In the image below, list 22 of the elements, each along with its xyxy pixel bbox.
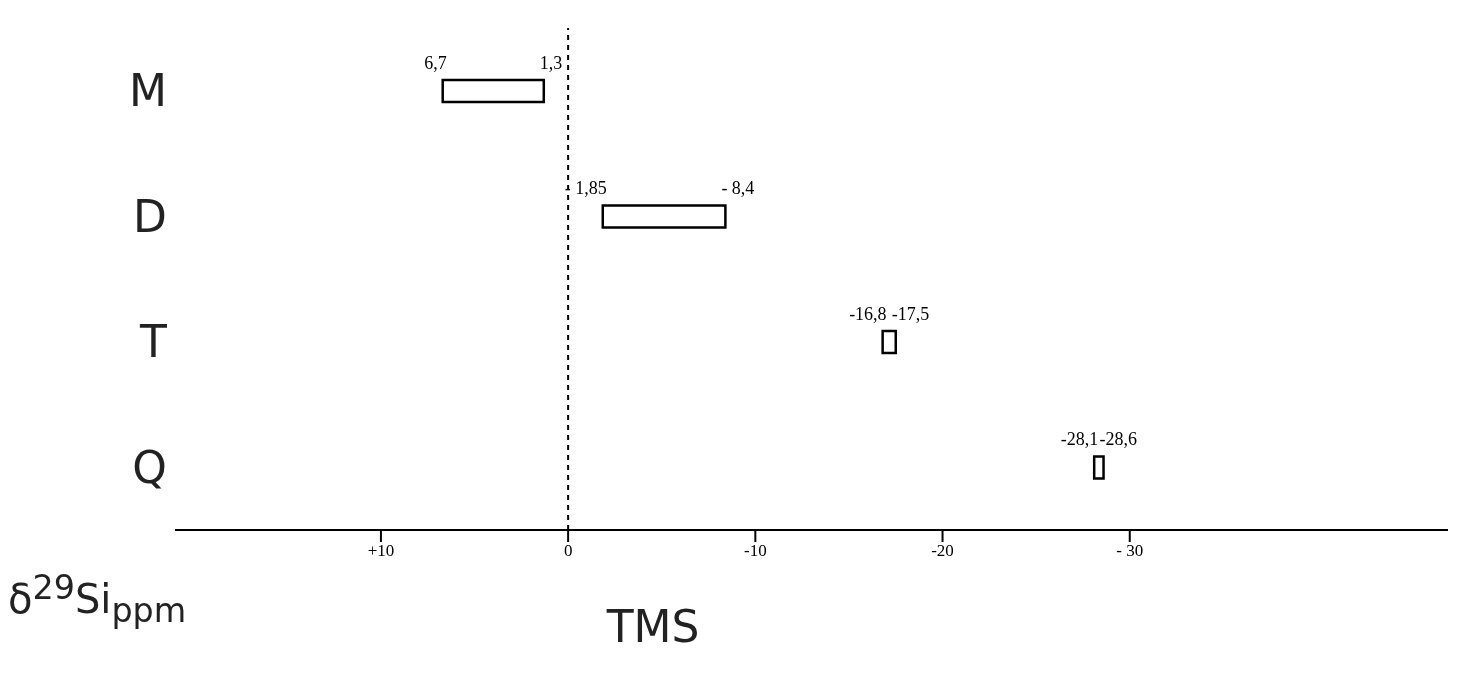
x-tick-label: -10 [744,541,767,561]
y-tick-label: T [139,316,168,368]
y-tick-label: D [133,190,167,242]
x-axis-title: δ$^{29}$Si$_{ppm}$ [8,568,187,631]
x-tick-label: 0 [563,541,573,561]
annotation: -16,8 [849,303,887,324]
annotation: -28,1 [1060,429,1099,450]
ref-line-label: TMS [605,601,700,652]
annotation: 1,3 [539,52,563,73]
x-tick-label: +10 [367,541,395,561]
y-tick-label: M [129,65,167,117]
bar [441,78,546,104]
bar [1092,455,1105,480]
x-tick-label: -20 [931,541,954,561]
bar [881,329,897,355]
y-tick-label: Q [132,441,167,493]
annotation: 6,7 [424,52,447,73]
annotation: -28,6 [1099,429,1138,450]
bar [601,204,727,229]
annotation: - 8,4 [721,178,755,199]
x-tick-label: - 30 [1116,541,1144,561]
annotation: -17,5 [891,303,930,324]
